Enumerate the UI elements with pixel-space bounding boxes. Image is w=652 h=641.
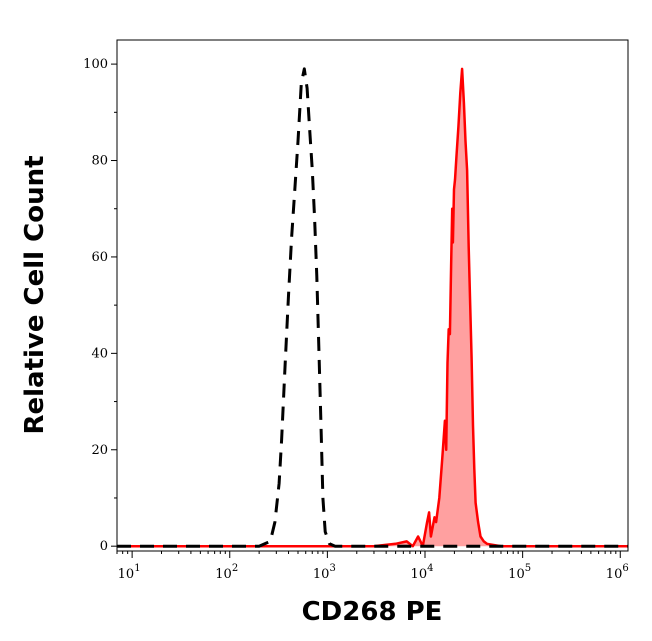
series-layer	[117, 67, 628, 548]
y-tick-label-0: 0	[100, 539, 108, 554]
x-tick-label-4: 105	[508, 563, 531, 582]
y-tick-label-1: 20	[91, 443, 108, 458]
x-tick-label-0: 101	[118, 563, 141, 582]
y-tick-label-2: 40	[91, 346, 108, 361]
series-1-line	[117, 67, 628, 548]
y-axis-title: Relative Cell Count	[20, 155, 50, 434]
x-tick-label-5: 106	[606, 563, 629, 582]
series-0-line	[117, 67, 628, 548]
x-tick-label-2: 103	[313, 563, 336, 582]
plot-frame	[116, 39, 629, 552]
axes-layer: 0 20 40 60 80 100 101 102 103 104 105 106	[83, 57, 629, 582]
x-tick-label-3: 104	[411, 563, 434, 582]
y-tick-label-5: 100	[83, 57, 108, 72]
x-tick-label-1: 102	[215, 563, 238, 582]
x-axis-title: CD268 PE	[302, 597, 443, 627]
y-tick-label-3: 60	[91, 250, 108, 265]
y-tick-label-4: 80	[91, 154, 108, 169]
